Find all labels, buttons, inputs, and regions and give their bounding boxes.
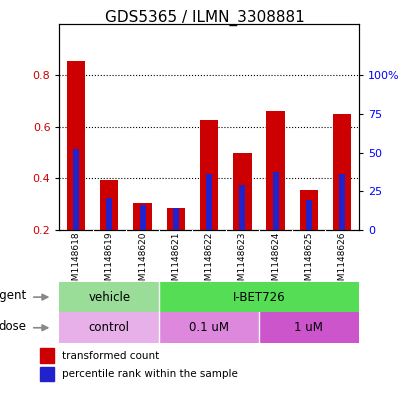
- Bar: [73, 149, 79, 230]
- Bar: [258, 312, 358, 343]
- Bar: [133, 203, 151, 230]
- Bar: [266, 111, 284, 230]
- Text: I-BET726: I-BET726: [232, 290, 285, 304]
- Bar: [206, 174, 211, 230]
- Bar: [338, 174, 344, 230]
- Bar: [159, 312, 258, 343]
- Bar: [59, 282, 159, 312]
- Text: 0.1 uM: 0.1 uM: [189, 321, 229, 334]
- Bar: [233, 152, 251, 230]
- Text: agent: agent: [0, 289, 27, 302]
- Text: transformed count: transformed count: [61, 351, 159, 360]
- Bar: [139, 206, 145, 230]
- Bar: [332, 114, 351, 230]
- Text: GDS5365 / ILMN_3308881: GDS5365 / ILMN_3308881: [105, 10, 304, 26]
- Bar: [299, 190, 317, 230]
- Text: vehicle: vehicle: [88, 290, 130, 304]
- Bar: [40, 367, 54, 381]
- Bar: [40, 349, 54, 363]
- Bar: [159, 282, 358, 312]
- Bar: [59, 312, 159, 343]
- Bar: [100, 180, 118, 230]
- Bar: [272, 172, 278, 230]
- Bar: [67, 61, 85, 230]
- Bar: [166, 208, 184, 230]
- Bar: [106, 198, 112, 230]
- Bar: [200, 119, 218, 230]
- Bar: [239, 185, 245, 230]
- Bar: [173, 209, 178, 230]
- Text: control: control: [89, 321, 130, 334]
- Bar: [305, 200, 311, 230]
- Text: percentile rank within the sample: percentile rank within the sample: [61, 369, 237, 379]
- Text: dose: dose: [0, 320, 27, 333]
- Text: 1 uM: 1 uM: [294, 321, 323, 334]
